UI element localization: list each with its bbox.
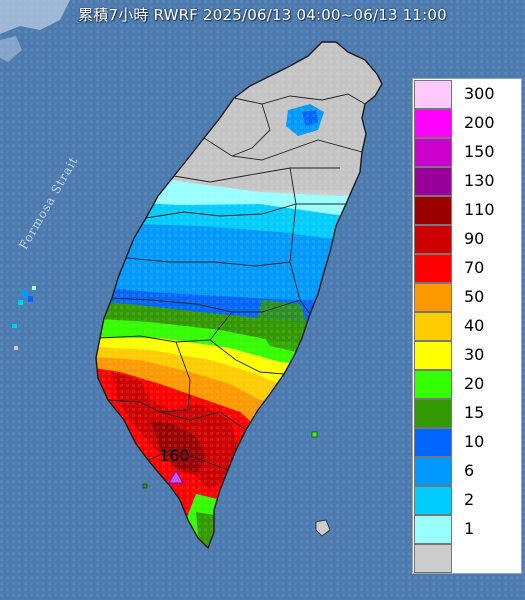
legend-label: 20 — [464, 374, 485, 393]
county-boundaries — [99, 93, 366, 471]
xiaoliuqiu-island — [142, 483, 148, 489]
legend-swatch — [414, 486, 452, 515]
legend-label: 1 — [464, 519, 475, 538]
legend-swatch — [414, 544, 452, 573]
legend-label: 70 — [464, 258, 485, 277]
max-rainfall-value: 160 — [159, 446, 190, 465]
legend-label: 150 — [464, 142, 495, 161]
legend-swatch — [414, 457, 452, 486]
legend-label: 300 — [464, 84, 495, 103]
legend-swatch — [414, 283, 452, 312]
legend-swatch — [414, 515, 452, 544]
legend-swatch — [414, 138, 452, 167]
legend-swatch — [414, 312, 452, 341]
orchid-island — [315, 519, 331, 537]
legend-swatch — [414, 399, 452, 428]
legend-swatch — [414, 225, 452, 254]
legend-label: 6 — [464, 461, 475, 480]
legend-swatch — [414, 80, 452, 109]
legend-label: 2 — [464, 490, 475, 509]
legend-swatch — [414, 341, 452, 370]
legend-swatch — [414, 370, 452, 399]
rainfall-legend: 300 200 150 130 110 90 70 50 40 30 20 15 10 6 2 1 — [412, 78, 522, 574]
legend-swatch — [414, 428, 452, 457]
penghu-islands — [12, 286, 36, 350]
legend-label: 30 — [464, 345, 485, 364]
legend-swatch — [414, 109, 452, 138]
legend-swatch — [414, 254, 452, 283]
legend-label: 130 — [464, 171, 495, 190]
legend-swatch — [414, 196, 452, 225]
legend-swatch — [414, 167, 452, 196]
legend-label: 10 — [464, 432, 485, 451]
max-rainfall-marker — [168, 470, 184, 484]
legend-label: 40 — [464, 316, 485, 335]
green-island — [311, 431, 318, 438]
legend-label: 90 — [464, 229, 485, 248]
cloud-patch — [0, 0, 70, 34]
map-title: 累積7小時 RWRF 2025/06/13 04:00~06/13 11:00 — [78, 6, 447, 24]
legend-label: 50 — [464, 287, 485, 306]
coastline — [95, 41, 383, 550]
legend-label: 15 — [464, 403, 485, 422]
legend-label: 110 — [464, 200, 495, 219]
legend-label: 200 — [464, 113, 495, 132]
